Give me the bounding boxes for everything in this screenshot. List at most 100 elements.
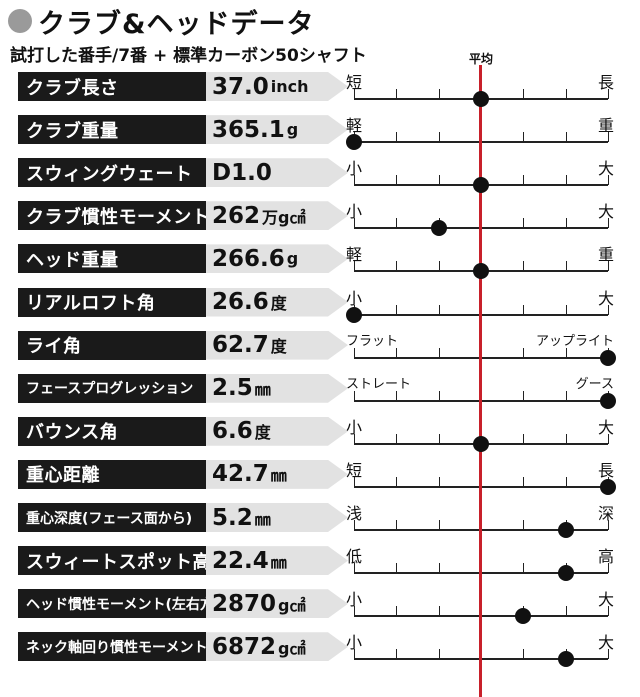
scale-tick <box>523 433 524 444</box>
spec-row: ヘッド重量 266.6 g 軽重 <box>0 240 640 283</box>
scale-tick <box>608 563 609 574</box>
scale-tick <box>396 606 397 617</box>
scale-right-label: 深 <box>597 504 614 523</box>
scale-tick <box>354 175 355 186</box>
scale-tick <box>354 261 355 272</box>
scale-tick <box>439 304 440 315</box>
spec-label: バウンス角 <box>18 416 206 446</box>
scale-tick <box>523 649 524 660</box>
scale-tick <box>439 433 440 444</box>
scale-right-label: 大 <box>597 202 614 222</box>
spec-value: D1.0 <box>212 159 272 186</box>
scale-tick <box>523 175 524 186</box>
scale-tick <box>566 433 567 444</box>
spec-label: クラブ長さ <box>18 72 206 101</box>
scale-tick <box>523 261 524 272</box>
spec-value: 37.0 <box>212 73 269 100</box>
value-marker <box>515 608 531 625</box>
value-marker <box>600 478 616 495</box>
scale-right-label: 長 <box>597 73 614 92</box>
spec-value: 262 <box>212 202 261 229</box>
spec-label: スウィートスポット高さ <box>18 546 206 576</box>
scale-tick <box>354 347 355 358</box>
scale-tick <box>566 89 567 99</box>
spec-value: 22.4 <box>212 547 269 574</box>
spec-unit: 度 <box>254 423 271 443</box>
scale-left-label: 軽 <box>346 116 363 136</box>
spec-row: クラブ長さ 37.0 inch 短長 <box>0 68 640 111</box>
spec-label: スウィングウェート <box>18 158 206 188</box>
value-marker <box>600 392 616 409</box>
scale-tick <box>396 433 397 444</box>
spec-value-box: 2870 g㎠ <box>206 589 348 619</box>
spec-unit: ㎜ <box>254 509 271 529</box>
scale-tick <box>608 89 609 99</box>
scale-tick <box>396 218 397 229</box>
spec-value-box: 2.5 ㎜ <box>206 373 348 403</box>
scale-right-label: 大 <box>597 417 614 437</box>
value-marker <box>558 565 574 582</box>
scale-tick <box>608 132 609 143</box>
scale-left-label: フラット <box>346 333 399 349</box>
scale-tick <box>608 433 609 444</box>
scale-tick <box>608 649 609 660</box>
spec-value-box: 262 万g㎠ <box>206 201 348 231</box>
scale-right-label: グース <box>575 376 614 392</box>
scale-right-label: 重 <box>597 116 614 136</box>
scale-left-label: 小 <box>346 633 363 653</box>
scale-tick <box>439 606 440 617</box>
scale-right-label: アップライト <box>535 333 614 349</box>
spec-label: クラブ慣性モーメント <box>18 201 206 231</box>
scale-tick <box>523 520 524 530</box>
spec-label: 重心深度(フェース面から) <box>18 503 206 532</box>
scale-tick <box>566 261 567 272</box>
scale-left-label: 小 <box>346 159 363 179</box>
spec-unit: g <box>286 120 299 140</box>
spec-unit: 度 <box>270 294 287 313</box>
spec-value: 2870 <box>212 590 277 617</box>
scale-left-label: 小 <box>346 202 363 222</box>
scale-tick <box>354 563 355 574</box>
spec-value-box: 42.7 ㎜ <box>206 459 348 489</box>
spec-unit: 度 <box>270 337 287 357</box>
scale-left-label: 小 <box>346 288 363 308</box>
spec-label: リアルロフト角 <box>18 287 206 317</box>
scale-tick <box>608 175 609 186</box>
scale-tick <box>566 132 567 143</box>
average-line <box>479 65 482 697</box>
subtitle: 試打した番手/7番 + 標準カーボン50シャフト <box>10 46 367 66</box>
scale-left-label: 低 <box>346 547 363 567</box>
scale-tick <box>396 132 397 143</box>
spec-label: フェースプログレッション <box>18 373 206 403</box>
scale-tick <box>608 606 609 617</box>
scale-tick <box>439 563 440 574</box>
scale-tick <box>608 218 609 229</box>
title-text: クラブ&ヘッドデータ <box>38 8 315 40</box>
spec-value-box: 37.0 inch <box>206 72 348 101</box>
scale-tick <box>608 261 609 272</box>
spec-value-box: 5.2 ㎜ <box>206 503 348 532</box>
scale-tick <box>396 89 397 99</box>
scale-tick <box>566 347 567 358</box>
spec-unit: inch <box>270 77 309 96</box>
spec-value: 26.6 <box>212 289 269 315</box>
scale-tick <box>396 563 397 574</box>
scale-tick <box>439 89 440 99</box>
scale-tick <box>354 433 355 444</box>
spec-value: 365.1 <box>212 116 285 143</box>
spec-row: スウィングウェート D1.0 小 大 <box>0 154 640 197</box>
spec-value: 42.7 <box>212 461 269 488</box>
scale-tick <box>566 390 567 401</box>
scale-tick <box>354 218 355 229</box>
scale-right-label: 大 <box>597 633 614 653</box>
value-marker <box>473 177 489 194</box>
spec-unit: g㎠ <box>278 595 306 615</box>
spec-value-box: 62.7 度 <box>206 330 348 360</box>
spec-value: 62.7 <box>212 332 269 359</box>
scale-left-label: 小 <box>346 590 363 610</box>
scale-tick <box>523 304 524 315</box>
scale-tick <box>354 520 355 530</box>
